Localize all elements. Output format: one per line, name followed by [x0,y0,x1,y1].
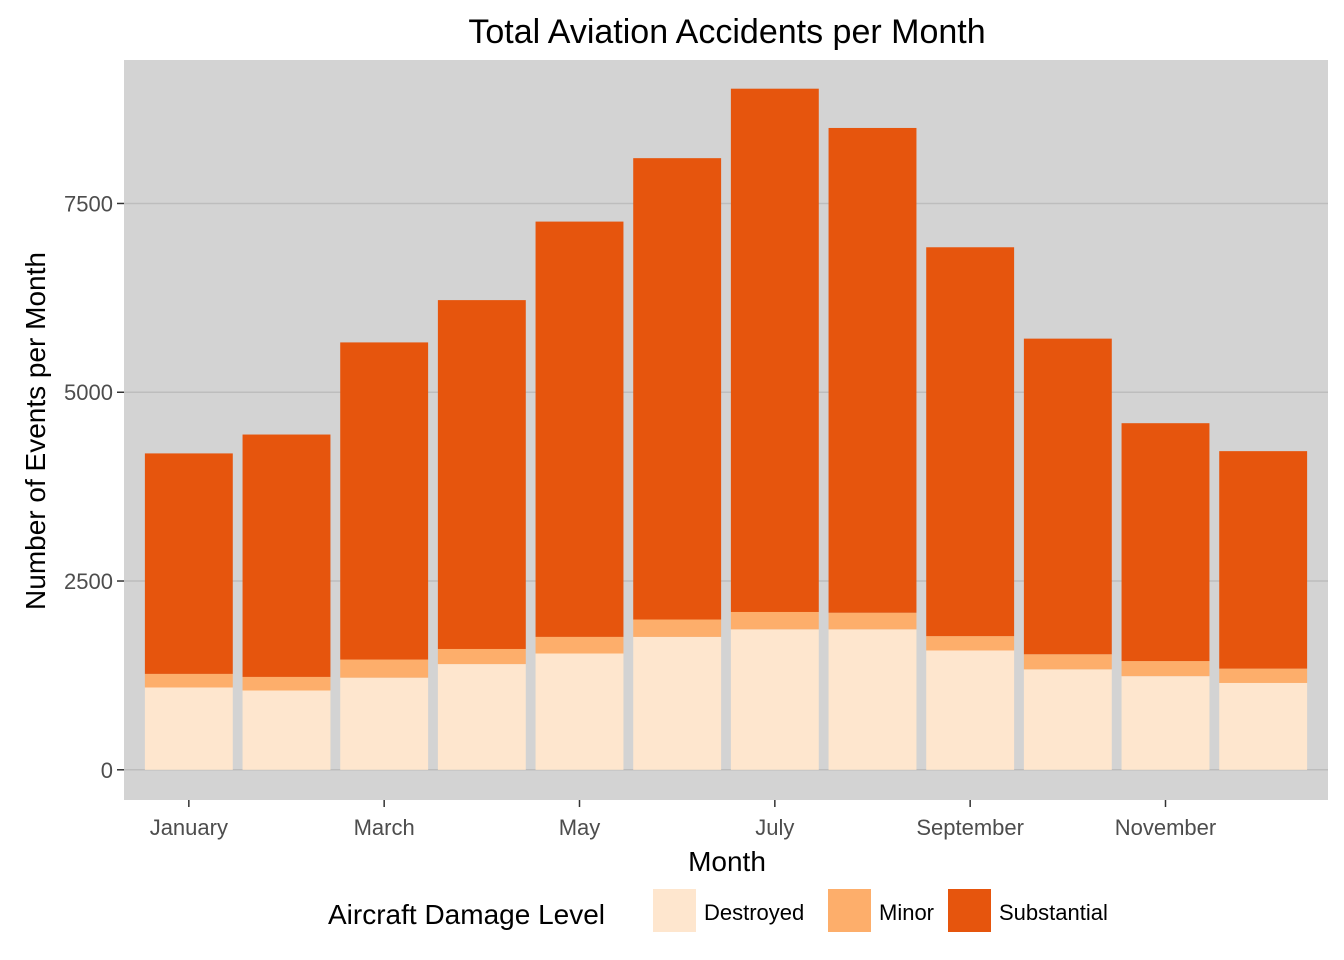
bar-july-destroyed [730,629,819,770]
bar-february-destroyed [242,690,331,770]
bar-october-substantial [1023,338,1112,655]
bars [144,88,1308,770]
bar-january-minor [144,673,233,688]
y-tick-label: 2500 [64,569,113,594]
y-tick-label: 0 [101,758,113,783]
bar-september-destroyed [926,650,1015,770]
legend-label-destroyed: Destroyed [704,900,804,925]
bar-march-destroyed [340,677,429,770]
bar-november-destroyed [1121,676,1210,770]
bar-may-substantial [535,221,624,637]
bar-august-destroyed [828,629,917,770]
legend-key-minor [828,889,871,932]
x-axis-title: Month [688,846,766,877]
y-tick-label: 5000 [64,380,113,405]
bar-august-substantial [828,127,917,613]
bar-december-destroyed [1219,682,1308,770]
bar-september-minor [926,636,1015,651]
bar-october-destroyed [1023,669,1112,770]
bar-december-minor [1219,668,1308,683]
bar-april-destroyed [437,664,526,770]
x-tick-label: March [354,815,415,840]
y-tick-label: 7500 [64,191,113,216]
y-axis: 0 2500 5000 7500 [64,191,124,783]
bar-january-destroyed [144,687,233,770]
x-tick-label: September [916,815,1024,840]
legend-label-substantial: Substantial [999,900,1108,925]
y-axis-title: Number of Events per Month [20,252,51,610]
legend: Aircraft Damage Level Destroyed Minor Subs… [328,889,1108,932]
bar-february-minor [242,676,331,691]
x-tick-label: May [559,815,601,840]
bar-june-minor [633,619,722,637]
bar-april-substantial [437,300,526,649]
bar-june-destroyed [633,636,722,770]
bar-december-substantial [1219,451,1308,669]
x-tick-label: January [150,815,228,840]
chart-title: Total Aviation Accidents per Month [468,13,985,51]
x-tick-label: November [1115,815,1216,840]
bar-april-minor [437,648,526,665]
legend-label-minor: Minor [879,900,934,925]
bar-november-minor [1121,661,1210,677]
x-axis: January March May July September November [150,800,1216,840]
bar-january-substantial [144,453,233,674]
bar-july-substantial [730,88,819,612]
legend-key-substantial [948,889,991,932]
legend-title: Aircraft Damage Level [328,899,605,930]
bar-may-destroyed [535,653,624,770]
legend-key-destroyed [653,889,696,932]
bar-february-substantial [242,434,331,677]
bar-september-substantial [926,247,1015,637]
bar-october-minor [1023,654,1112,670]
bar-july-minor [730,611,819,630]
bar-march-substantial [340,342,429,660]
bar-june-substantial [633,158,722,620]
bar-march-minor [340,659,429,678]
x-tick-label: July [755,815,794,840]
bar-november-substantial [1121,423,1210,662]
bar-august-minor [828,612,917,630]
bar-may-minor [535,636,624,654]
